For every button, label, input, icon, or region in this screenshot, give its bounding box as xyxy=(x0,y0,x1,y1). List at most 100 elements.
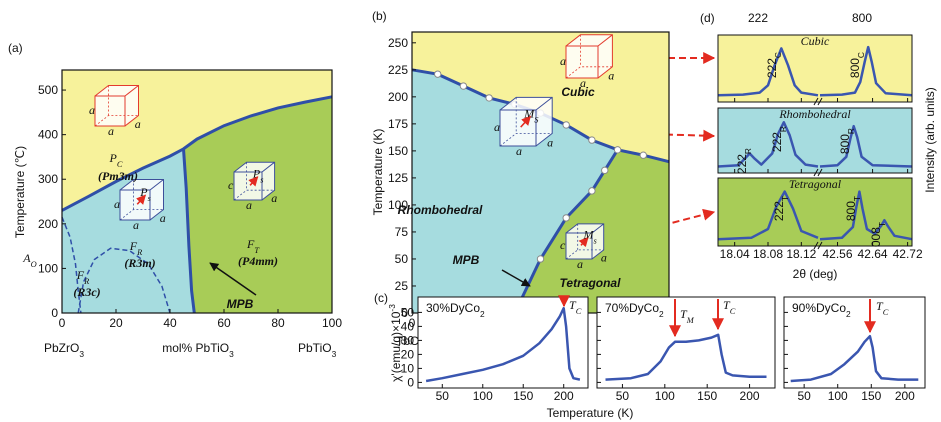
cube-label: c xyxy=(560,238,566,252)
x-tick-label: 18.12 xyxy=(786,247,816,261)
annotation: (R3c) xyxy=(73,285,100,299)
data-point xyxy=(434,70,442,78)
peak-label: 800C xyxy=(848,52,866,78)
transition-label: TM xyxy=(680,307,695,325)
annotation-arrow xyxy=(501,269,531,287)
cube-label: c xyxy=(228,178,234,192)
annotation-main: P xyxy=(109,151,118,165)
cube-label: a xyxy=(246,198,252,212)
plot-frame xyxy=(717,177,913,247)
x-tick-label: 100 xyxy=(473,389,493,403)
y-tick-label: 100 xyxy=(388,198,408,212)
cube-face xyxy=(566,34,613,78)
cube-vector xyxy=(520,115,532,128)
y-tick-label: 125 xyxy=(388,171,408,185)
annotation: PC xyxy=(109,151,123,169)
cube-vector-label: Ps xyxy=(252,167,264,185)
cube-label: a xyxy=(516,144,522,158)
peak-label: 008T xyxy=(869,222,887,247)
cube-edges xyxy=(565,223,605,260)
cube-vector-label-main: P xyxy=(252,167,261,181)
cube-vector xyxy=(136,194,146,205)
phase-boundary xyxy=(513,149,619,314)
annotation: MPB xyxy=(453,253,480,267)
data-line xyxy=(425,306,581,383)
annotation: FR xyxy=(129,239,142,257)
y-tick-label: 0 xyxy=(401,306,408,320)
cube-label: a xyxy=(494,120,500,134)
c-y-axis-label: χ'(emu/g)×10-3 xyxy=(387,304,403,382)
y-tick-label: 10 xyxy=(401,361,415,375)
peak-label: 800T xyxy=(844,196,862,221)
y-axis-label: Temperature (℃) xyxy=(13,146,27,238)
annotation: Tetragonal xyxy=(560,276,622,290)
peak-label-main: 222 xyxy=(735,154,749,174)
transition-label-main: T xyxy=(680,307,688,321)
subplot-title-sub: 2 xyxy=(480,309,485,319)
cube-label: a xyxy=(133,218,139,232)
x-tick-label: 200 xyxy=(740,389,760,403)
peak-label-sub: T xyxy=(852,196,862,201)
data-line xyxy=(717,190,913,241)
peak-label-main: 800 xyxy=(844,201,858,221)
data-point xyxy=(459,82,468,90)
y-tick-label: 50 xyxy=(395,252,409,266)
peak-label: 222T xyxy=(772,196,790,221)
annotation-sub: R xyxy=(136,248,142,257)
phase-boundary xyxy=(61,216,82,314)
x-tick-label: 100 xyxy=(828,389,848,403)
data-point xyxy=(485,94,493,102)
transition-label-sub: C xyxy=(576,307,582,316)
annotation-sub: T xyxy=(254,246,260,255)
y-tick-label: 300 xyxy=(38,172,58,186)
cube-label: a xyxy=(135,117,141,131)
y-tick-label: 30 xyxy=(401,333,415,347)
peak-label-sub: T xyxy=(780,196,790,201)
d-column-label: 222 xyxy=(748,11,768,25)
data-line xyxy=(605,333,767,381)
annotation-sub: O xyxy=(31,260,37,269)
peak-label-main: 800 xyxy=(838,134,852,154)
annotation: (Pm3m) xyxy=(98,169,138,183)
c-y-axis-label-main: χ'(emu/g)×10 xyxy=(389,311,403,382)
cube-label: a xyxy=(89,103,95,117)
peak-label-main: 222 xyxy=(770,132,784,152)
data-point xyxy=(562,121,570,129)
cube-vector-label-sub: s xyxy=(594,236,597,245)
y-tick-label: 75 xyxy=(395,225,409,239)
cube-label: a xyxy=(560,54,566,68)
data-point xyxy=(601,166,609,175)
cube-hidden xyxy=(565,223,604,260)
subplot-title: Cubic xyxy=(801,34,830,48)
cube-label: a xyxy=(577,257,583,271)
phase-boundary xyxy=(61,95,333,212)
x-tick-label: 42.56 xyxy=(823,247,853,261)
data-line xyxy=(717,121,913,168)
cube-vector-label-main: M xyxy=(523,106,535,120)
y-tick-label: 0 xyxy=(51,306,58,320)
y-tick-label: 225 xyxy=(388,63,408,77)
x-axis-label: mol% PbTiO3 xyxy=(162,341,234,359)
data-point xyxy=(536,255,545,263)
transition-label-sub: C xyxy=(730,307,736,316)
peak-label-main: 222 xyxy=(765,58,779,78)
transition-label-sub: C xyxy=(883,308,889,317)
x-end-label-main: PbTiO xyxy=(298,341,332,355)
peak-label-sub: C xyxy=(773,52,783,58)
y-tick-label: 250 xyxy=(388,36,408,50)
plot-frame xyxy=(417,296,589,389)
panel-label: (c) xyxy=(374,291,388,305)
subplot-title: 90%DyCo2 xyxy=(792,301,851,319)
cube-hidden xyxy=(233,162,275,201)
cube-vector-label-sub: s xyxy=(148,194,151,203)
cube-label: a xyxy=(271,191,277,205)
x-tick-label: 150 xyxy=(697,389,717,403)
y-tick-label: 400 xyxy=(38,128,58,142)
phase-boundary xyxy=(182,148,196,314)
annotation: (R3m) xyxy=(124,256,155,270)
annotation: AO xyxy=(22,251,36,269)
peak-label-sub: R xyxy=(846,128,856,134)
data-line xyxy=(717,45,913,97)
panel-label: (b) xyxy=(372,9,387,23)
cube-label: a xyxy=(160,211,166,225)
